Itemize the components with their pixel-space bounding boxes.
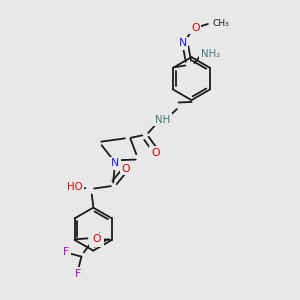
- Text: N: N: [111, 158, 119, 168]
- Text: NH: NH: [155, 115, 170, 125]
- Text: NH₂: NH₂: [201, 49, 220, 59]
- Text: CH₃: CH₃: [212, 19, 229, 28]
- Text: O: O: [191, 23, 200, 33]
- Text: F: F: [63, 247, 69, 257]
- Text: F: F: [75, 269, 82, 279]
- Text: O: O: [121, 164, 130, 173]
- Text: N: N: [178, 38, 187, 48]
- Text: Cl: Cl: [91, 232, 102, 245]
- Text: HO: HO: [67, 182, 82, 192]
- Text: O: O: [151, 148, 160, 158]
- Text: O: O: [92, 234, 101, 244]
